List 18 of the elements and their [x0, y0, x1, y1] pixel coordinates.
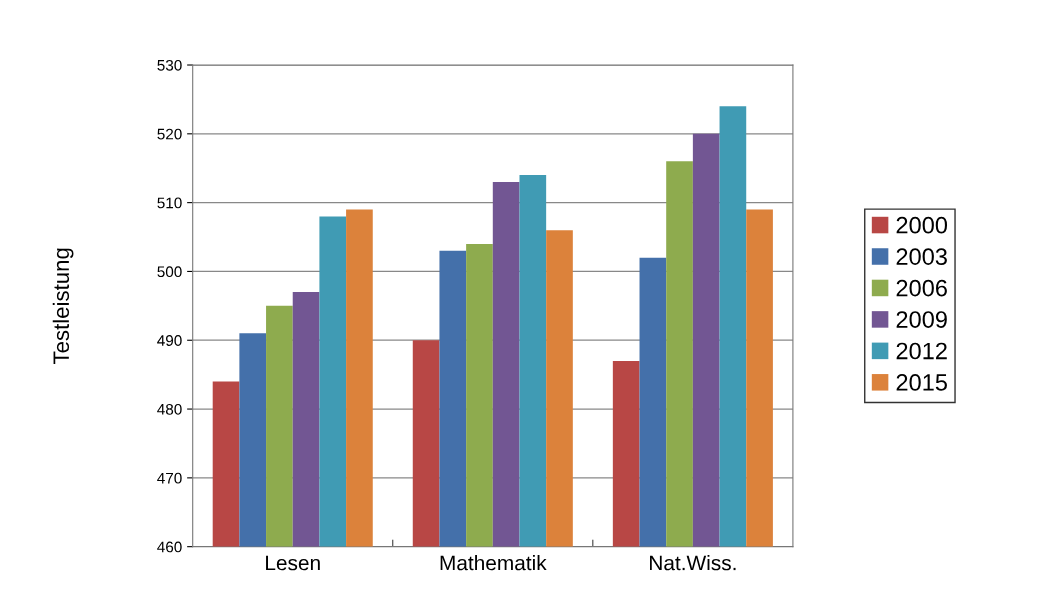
- y-tick-label: 490: [157, 335, 182, 346]
- y-tick-label: 530: [157, 59, 182, 71]
- x-tick-label: Lesen: [266, 555, 320, 571]
- y-tick-label: 500: [157, 266, 182, 278]
- legend-label: 2006: [896, 279, 947, 297]
- y-tick-label: 460: [157, 541, 182, 553]
- legend-label: 2015: [896, 374, 947, 391]
- x-tick-label: Nat.Wiss.: [650, 555, 736, 571]
- legend-label: 2000: [896, 216, 948, 234]
- y-tick-label: 470: [157, 472, 182, 484]
- y-tick-label: 480: [157, 403, 182, 415]
- y-axis-title: Testleistung: [52, 248, 74, 365]
- y-tick-label: 510: [157, 197, 182, 209]
- y-tick-label: 520: [157, 128, 182, 140]
- legend-label: 2003: [896, 248, 947, 265]
- x-tick-label: Mathematik: [440, 555, 547, 571]
- legend-label: 2009: [896, 311, 947, 328]
- legend-label: 2012: [896, 342, 947, 360]
